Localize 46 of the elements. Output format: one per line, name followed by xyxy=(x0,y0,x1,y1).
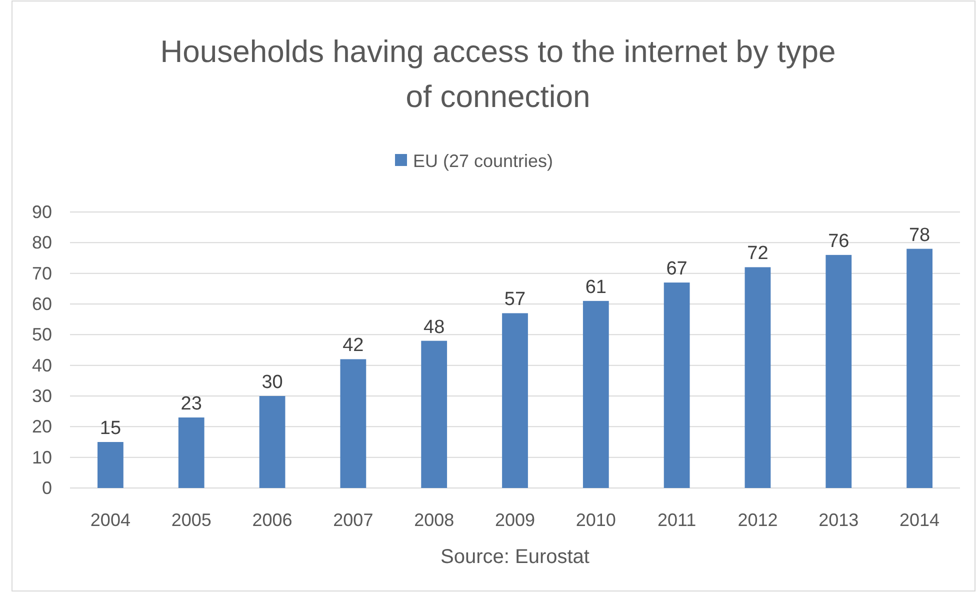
x-tick-label: 2010 xyxy=(576,510,616,530)
data-label: 42 xyxy=(342,335,364,356)
bar xyxy=(826,254,852,488)
x-tick-label: 2005 xyxy=(171,510,212,530)
data-label: 15 xyxy=(100,418,122,439)
legend-label: EU (27 countries) xyxy=(413,151,554,171)
bar xyxy=(582,300,609,488)
bar xyxy=(178,417,204,488)
x-tick-label: 2006 xyxy=(252,510,292,530)
bar xyxy=(744,267,771,488)
data-label: 30 xyxy=(262,372,283,393)
y-tick-label: 80 xyxy=(32,232,52,253)
bar xyxy=(421,340,448,488)
x-tick-label: 2014 xyxy=(900,510,940,530)
y-tick-label: 10 xyxy=(32,447,52,468)
data-label: 61 xyxy=(585,276,606,298)
bar xyxy=(906,248,932,488)
data-label: 72 xyxy=(747,243,768,264)
y-tick-label: 70 xyxy=(32,263,52,284)
data-label: 48 xyxy=(424,316,445,338)
x-tick-label: 2013 xyxy=(818,510,859,530)
x-tick-label: 2008 xyxy=(414,510,454,530)
y-tick-label: 0 xyxy=(42,478,52,498)
bar xyxy=(502,313,528,488)
bar xyxy=(664,282,690,488)
y-tick-label: 20 xyxy=(32,416,52,437)
data-label: 67 xyxy=(666,258,688,280)
y-tick-label: 40 xyxy=(32,355,52,376)
bar xyxy=(340,359,366,488)
data-label: 78 xyxy=(908,224,930,246)
x-tick-label: 2009 xyxy=(494,510,536,530)
y-tick-label: 30 xyxy=(32,386,52,406)
data-label: 76 xyxy=(828,230,850,252)
source-note: Source: Eurostat xyxy=(440,546,590,568)
data-label: 23 xyxy=(180,393,202,414)
x-tick-label: 2007 xyxy=(333,510,374,530)
x-tick-label: 2011 xyxy=(657,510,696,530)
bar xyxy=(98,442,124,488)
data-label: 57 xyxy=(504,289,526,310)
y-tick-label: 90 xyxy=(32,202,52,222)
x-tick-label: 2004 xyxy=(90,510,130,530)
bar xyxy=(259,396,286,488)
y-tick-label: 50 xyxy=(32,324,52,345)
chart-title: Households having access to the internet by type of connection xyxy=(160,34,836,114)
x-tick-label: 2012 xyxy=(738,510,778,530)
y-tick-label: 60 xyxy=(32,294,52,314)
